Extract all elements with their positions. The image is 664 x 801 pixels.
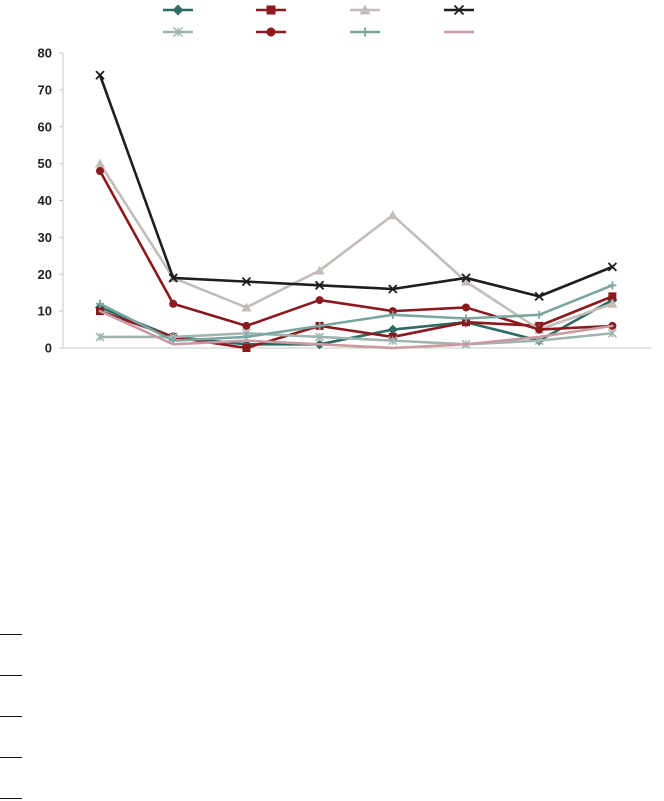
series-line <box>98 169 614 331</box>
plus-marker <box>315 321 324 330</box>
footnote-rule <box>0 716 22 717</box>
y-tick-label: 10 <box>38 304 52 319</box>
x-marker <box>461 273 471 283</box>
circle-marker <box>169 299 178 308</box>
footnote-rule <box>0 675 22 676</box>
x-marker <box>168 273 178 283</box>
diamond-marker <box>387 324 398 335</box>
chart-series <box>95 70 618 352</box>
x-marker <box>314 280 325 290</box>
square-marker <box>266 5 276 15</box>
star-marker <box>388 336 398 346</box>
plus-marker <box>535 310 544 319</box>
triangle-marker <box>95 158 105 168</box>
triangle-marker <box>387 210 398 220</box>
y-tick-label: 70 <box>38 82 52 97</box>
x-marker <box>241 276 252 287</box>
y-tick-label: 30 <box>38 230 52 245</box>
legend-entry <box>256 27 286 37</box>
legend-entry <box>350 4 380 15</box>
series-line <box>98 309 614 350</box>
y-tick-label: 20 <box>38 267 52 282</box>
legend-entry <box>163 26 193 38</box>
y-tick-label: 50 <box>38 156 52 171</box>
plus-marker <box>608 281 617 290</box>
chart-legend <box>163 4 474 38</box>
star-marker <box>172 26 184 38</box>
x-marker <box>95 70 105 80</box>
circle-marker <box>462 303 470 312</box>
circle-marker <box>266 27 276 37</box>
data-series <box>95 70 618 302</box>
square-marker <box>242 344 251 352</box>
x-marker <box>607 262 618 272</box>
circle-marker <box>535 325 544 334</box>
series-line <box>98 331 614 346</box>
footnote-rule <box>0 634 22 635</box>
x-marker <box>453 4 465 16</box>
series-line <box>98 284 614 342</box>
data-series <box>96 167 617 334</box>
footnote-rule <box>0 757 22 758</box>
y-tick-label: 0 <box>45 341 52 356</box>
data-series <box>98 309 614 350</box>
triangle-marker <box>359 4 371 15</box>
plus-marker <box>462 314 470 323</box>
triangle-marker <box>314 265 325 275</box>
x-marker <box>534 291 544 302</box>
triangle-marker <box>607 298 618 308</box>
y-tick-label: 60 <box>38 119 52 134</box>
diamond-marker <box>172 4 184 16</box>
legend-entry <box>163 4 193 16</box>
series-line <box>98 73 614 298</box>
y-tick-label: 80 <box>38 46 52 61</box>
triangle-marker <box>461 276 471 286</box>
square-marker <box>608 292 617 301</box>
star-marker <box>607 328 617 338</box>
circle-marker <box>96 167 104 175</box>
triangle-marker <box>241 302 252 312</box>
chart-axes: 0 10 20 30 40 50 60 70 80 <box>38 46 652 356</box>
legend-entry <box>350 27 380 37</box>
circle-marker <box>315 296 324 305</box>
legend-entry <box>444 4 474 16</box>
plus-marker <box>388 310 397 319</box>
series-line <box>98 162 614 331</box>
star-marker <box>315 332 325 342</box>
plus-marker <box>96 299 104 308</box>
footnote-rule <box>0 798 22 799</box>
y-tick-label: 40 <box>38 193 52 208</box>
x-marker <box>388 284 398 294</box>
legend-entry <box>256 5 286 15</box>
circle-marker <box>242 321 251 330</box>
star-marker <box>95 332 105 342</box>
plus-marker <box>360 27 370 37</box>
